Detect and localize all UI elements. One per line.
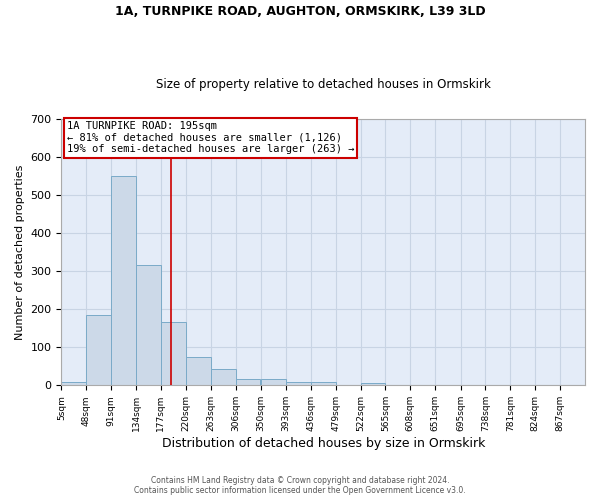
X-axis label: Distribution of detached houses by size in Ormskirk: Distribution of detached houses by size …	[161, 437, 485, 450]
Bar	[286, 382, 311, 386]
Bar	[161, 322, 186, 386]
Bar	[211, 369, 236, 386]
Bar	[61, 382, 86, 386]
Bar	[311, 382, 335, 386]
Text: 1A, TURNPIKE ROAD, AUGHTON, ORMSKIRK, L39 3LD: 1A, TURNPIKE ROAD, AUGHTON, ORMSKIRK, L3…	[115, 5, 485, 18]
Text: 1A TURNPIKE ROAD: 195sqm
← 81% of detached houses are smaller (1,126)
19% of sem: 1A TURNPIKE ROAD: 195sqm ← 81% of detach…	[67, 121, 354, 154]
Bar	[361, 382, 385, 386]
Bar	[186, 357, 211, 386]
Bar	[261, 379, 286, 386]
Bar	[236, 379, 260, 386]
Bar	[86, 315, 111, 386]
Text: Contains HM Land Registry data © Crown copyright and database right 2024.
Contai: Contains HM Land Registry data © Crown c…	[134, 476, 466, 495]
Title: Size of property relative to detached houses in Ormskirk: Size of property relative to detached ho…	[156, 78, 491, 91]
Bar	[111, 176, 136, 386]
Y-axis label: Number of detached properties: Number of detached properties	[15, 164, 25, 340]
Bar	[136, 266, 161, 386]
